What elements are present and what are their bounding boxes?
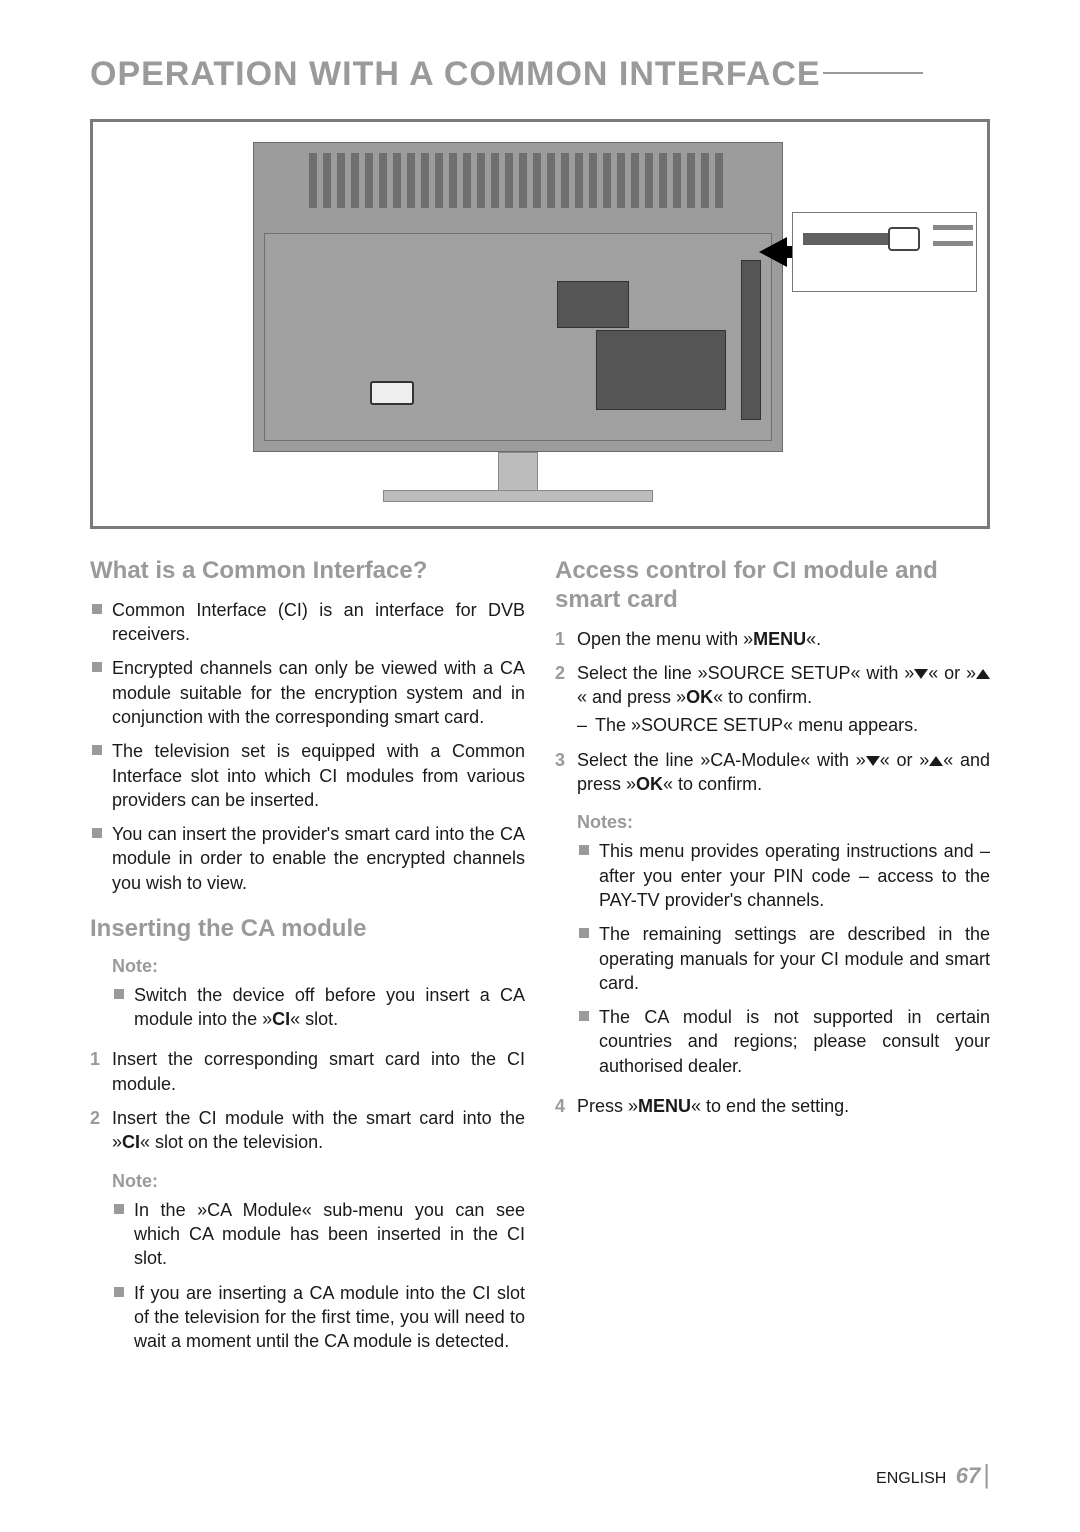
ci-slot-callout (792, 212, 977, 292)
heading-what-is-ci: What is a Common Interface? (90, 557, 525, 586)
page-title: OPERATION WITH A COMMON INTERFACE (90, 55, 990, 94)
step-number: 4 (555, 1094, 565, 1118)
stand-neck (498, 452, 538, 492)
step-4: 4Press »MENU« to end the setting. (555, 1094, 990, 1118)
list-item: The remaining settings are described in … (577, 922, 990, 995)
list-item: The television set is equipped with a Co… (90, 739, 525, 812)
list-item: Switch the device off before you insert … (112, 983, 525, 1032)
step-3: 3Select the line »CA-Module« with »« or … (555, 748, 990, 797)
page-footer: ENGLISH 67| (876, 1459, 990, 1490)
step-1: 1Open the menu with »MENU«. (555, 627, 990, 651)
ci-description-list: Common Interface (CI) is an interface fo… (90, 598, 525, 895)
lower-panel (264, 233, 772, 441)
note1-list: Switch the device off before you insert … (112, 983, 525, 1032)
up-arrow-icon (976, 669, 990, 679)
aux-slot-1 (933, 225, 973, 230)
content-columns: What is a Common Interface? Common Inter… (90, 557, 990, 1369)
insert-arrow-icon (759, 237, 787, 267)
step-sub: The »SOURCE SETUP« menu appears. (577, 713, 990, 737)
footer-page-number: 67 (956, 1463, 980, 1488)
down-arrow-icon (914, 669, 928, 679)
aux-slot-2 (933, 241, 973, 246)
left-column: What is a Common Interface? Common Inter… (90, 557, 525, 1369)
step-number: 3 (555, 748, 565, 772)
tv-ci-illustration (90, 119, 990, 529)
title-rule (823, 72, 923, 74)
step-number: 2 (555, 661, 565, 685)
list-item: This menu provides operating instruction… (577, 839, 990, 912)
step-text: Insert the corresponding smart card into… (112, 1049, 525, 1093)
page-title-text: OPERATION WITH A COMMON INTERFACE (90, 55, 821, 93)
tv-back-panel (253, 142, 783, 452)
access-steps: 1Open the menu with »MENU«. 2Select the … (555, 627, 990, 797)
heading-access-control: Access control for CI module and smart c… (555, 557, 990, 615)
heading-inserting-ca: Inserting the CA module (90, 915, 525, 944)
down-arrow-icon (866, 756, 880, 766)
connector-block (596, 330, 726, 410)
notes-label: Notes: (577, 812, 990, 833)
list-item: Encrypted channels can only be viewed wi… (90, 656, 525, 729)
side-ports (741, 260, 761, 420)
access-steps-cont: 4Press »MENU« to end the setting. (555, 1094, 990, 1118)
list-item: You can insert the provider's smart card… (90, 822, 525, 895)
ca-module-icon (888, 227, 920, 251)
list-item: If you are inserting a CA module into th… (112, 1281, 525, 1354)
note-label: Note: (112, 956, 525, 977)
step-number: 2 (90, 1106, 100, 1130)
right-column: Access control for CI module and smart c… (555, 557, 990, 1369)
vent-grille (309, 153, 727, 208)
note2-list: In the »CA Module« sub-menu you can see … (112, 1198, 525, 1354)
stand-base (383, 490, 653, 502)
step-1: 1 Insert the corresponding smart card int… (90, 1047, 525, 1096)
footer-divider: | (983, 1459, 990, 1489)
footer-lang: ENGLISH (876, 1470, 946, 1487)
up-arrow-icon (929, 756, 943, 766)
insert-steps: 1 Insert the corresponding smart card int… (90, 1047, 525, 1154)
list-item: The CA modul is not supported in certain… (577, 1005, 990, 1078)
step-2: 2Select the line »SOURCE SETUP« with »« … (555, 661, 990, 738)
list-item: In the »CA Module« sub-menu you can see … (112, 1198, 525, 1271)
warning-label (370, 381, 414, 405)
step-number: 1 (555, 627, 565, 651)
list-item: Common Interface (CI) is an interface fo… (90, 598, 525, 647)
notes-list: This menu provides operating instruction… (577, 839, 990, 1078)
note-label: Note: (112, 1171, 525, 1192)
step-2: 2Insert the CI module with the smart car… (90, 1106, 525, 1155)
step-number: 1 (90, 1047, 100, 1071)
